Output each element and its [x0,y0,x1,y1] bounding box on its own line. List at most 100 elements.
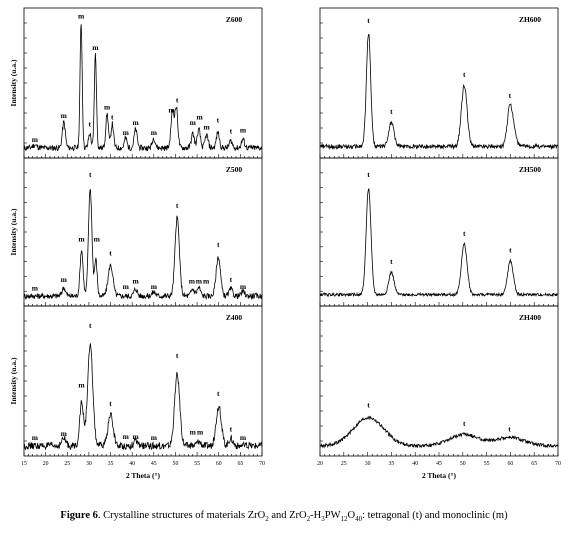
x-tick-label: 65 [237,461,243,467]
peak-label-tetragonal: t [217,240,220,249]
xrd-curve [23,24,263,152]
caption-text-f: : tetragonal (t) and monoclinic (m) [362,510,508,521]
panel-title: ZH600 [519,15,541,24]
peak-label-monoclinic: m [61,429,68,438]
x-axis-label: 2 Theta (°) [126,471,161,480]
peak-label-monoclinic: m [203,276,210,285]
x-tick-label: 15 [21,461,27,467]
x-axis-label: 2 Theta (°) [422,471,457,480]
peak-label-tetragonal: t [390,257,393,266]
peak-label-monoclinic: m [78,381,85,390]
y-axis-label: Intensity (u.a.) [9,357,18,404]
x-tick-label: 35 [389,461,395,467]
peak-label-monoclinic: m [92,43,99,52]
x-tick-label: 25 [64,461,70,467]
peak-label-tetragonal: t [463,229,466,238]
caption-sub-3: 3 [321,515,325,524]
peak-label-tetragonal: t [508,425,511,434]
x-tick-label: 65 [531,461,537,467]
plot-frame [319,157,559,307]
x-tick-label: 30 [365,461,371,467]
peak-label-monoclinic: m [78,234,85,243]
panel-title: ZH400 [519,313,541,322]
peak-label-monoclinic: m [240,433,247,442]
x-tick-label: 60 [508,461,514,467]
peak-label-monoclinic: m [32,135,39,144]
peak-label-monoclinic: m [196,276,203,285]
x-tick-label: 70 [555,461,561,467]
y-axis-label: Intensity (u.a.) [9,59,18,106]
caption-text-a: . Crystalline structures of materials Zr… [97,510,266,521]
x-tick-label: 55 [484,461,490,467]
peak-label-tetragonal: t [230,425,233,434]
peak-label-monoclinic: m [240,125,247,134]
peak-label-tetragonal: t [509,91,512,100]
peak-label-monoclinic: m [123,128,130,137]
x-tick-label: 45 [151,461,157,467]
y-axis-label: Intensity (u.a.) [9,208,18,255]
diffractogram-zh600: t t t t ZH600 [319,7,559,159]
peak-label-monoclinic: m [203,122,210,131]
peak-label-monoclinic: m [32,433,39,442]
peak-label-monoclinic: m [61,275,68,284]
peak-label-tetragonal: t [217,389,220,398]
x-tick-label: 50 [460,461,466,467]
peak-label-tetragonal: t [463,419,466,428]
peak-label-tetragonal: t [367,170,370,179]
x-tick-label: 70 [259,461,265,467]
peak-label-monoclinic: m [123,432,130,441]
xrd-curve [319,188,559,298]
peak-label-monoclinic: m [94,234,101,243]
peak-label-tetragonal: t [89,120,92,129]
peak-label-monoclinic: m [197,428,204,437]
diffractogram-zh500: t t t t ZH500 [319,157,559,307]
peak-label-monoclinic: m [104,103,111,112]
caption-text-b: and ZrO [268,510,307,521]
panel-title: ZH500 [519,165,541,174]
peak-label-monoclinic: m [190,428,197,437]
peak-label-monoclinic: m [133,432,140,441]
caption-text-c: -H [310,510,322,521]
peak-label-tetragonal: t [367,16,370,25]
peak-label-tetragonal: t [89,321,92,330]
peak-label-tetragonal: t [89,170,92,179]
plot-frame [319,305,559,457]
peak-label-tetragonal: t [509,246,512,255]
peak-label-tetragonal: t [463,70,466,79]
peak-label-tetragonal: t [109,248,112,257]
xrd-curve [319,415,559,449]
x-tick-label: 40 [412,461,418,467]
x-tick-label: 45 [436,461,442,467]
peak-label-tetragonal: t [390,107,393,116]
caption-label: Figure 6 [60,510,98,521]
x-tick-label: 30 [86,461,92,467]
peak-label-monoclinic: m [151,128,158,137]
x-tick-label: 50 [173,461,179,467]
peak-label-monoclinic: m [133,276,140,285]
peak-label-tetragonal: t [230,127,233,136]
xrd-curve [319,33,559,150]
peak-label-monoclinic: m [78,12,85,21]
x-tick-label: 20 [43,461,49,467]
x-tick-label: 60 [216,461,222,467]
peak-label-tetragonal: t [367,401,370,410]
caption-sub-2a: 2 [265,515,269,524]
xrd-curve [23,189,263,301]
xrd-curve [23,343,263,451]
caption-sub-12: 12 [340,515,348,524]
peak-label-tetragonal: t [176,95,179,104]
peak-label-tetragonal: t [230,275,233,284]
peak-label-monoclinic: m [123,282,130,291]
peak-label-monoclinic: m [151,433,158,442]
peak-label-tetragonal: t [176,351,179,360]
caption-sub-40: 40 [355,515,363,524]
panel-title: Z500 [226,165,243,174]
plot-frame [319,7,559,159]
peak-label-monoclinic: m [189,276,196,285]
figure-caption: Figure 6. Crystalline structures of mate… [0,510,568,523]
peak-label-tetragonal: t [217,115,220,124]
peak-label-monoclinic: m [190,118,197,127]
